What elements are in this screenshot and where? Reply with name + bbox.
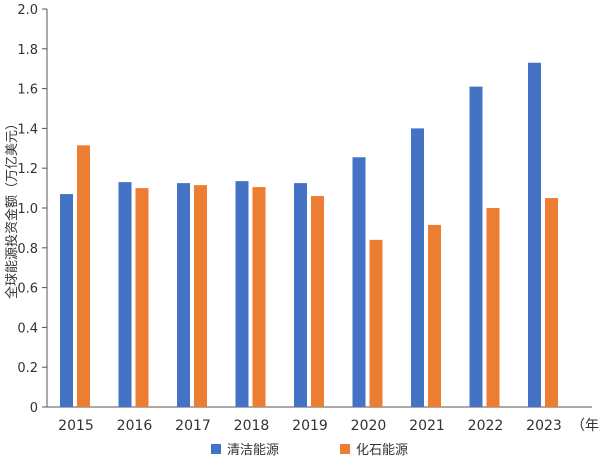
bar-clean-2016	[118, 182, 132, 407]
legend-label: 清洁能源	[227, 443, 279, 458]
y-tick-label: 1.8	[17, 43, 38, 58]
x-tick-label: 2020	[351, 418, 387, 434]
x-tick-label: 2018	[234, 418, 270, 434]
bar-clean-2022	[469, 86, 483, 408]
bar-fossil-2021	[428, 224, 441, 407]
bar-fossil-2023	[545, 198, 558, 407]
x-tick-label: 2023	[526, 418, 562, 434]
legend-label: 化石能源	[356, 443, 408, 458]
y-tick-label: 0.8	[17, 242, 38, 257]
y-tick-label: 1.2	[17, 162, 38, 177]
bar-clean-2020	[352, 157, 366, 407]
bar-clean-2021	[411, 128, 424, 407]
bar-clean-2017	[177, 183, 190, 407]
bar-fossil-2017	[194, 185, 207, 407]
legend-swatch	[211, 444, 221, 454]
y-axis-label: 全球能源投资金额（万亿美元）	[4, 117, 20, 299]
x-tick-label: 2022	[468, 418, 504, 434]
y-tick-label: 2.0	[17, 3, 38, 18]
y-tick-label: 1.6	[17, 83, 38, 98]
bar-clean-2023	[528, 62, 541, 407]
bar-fossil-2022	[486, 208, 500, 407]
y-tick-label: 0	[30, 401, 38, 416]
x-tick-label: 2016	[117, 418, 153, 434]
bar-fossil-2018	[252, 187, 266, 407]
y-tick-label: 0.4	[17, 321, 38, 336]
bar-clean-2015	[60, 194, 73, 407]
x-tick-label: 2021	[409, 418, 445, 434]
y-tick-label: 0.6	[17, 282, 38, 297]
x-tick-label: 2019	[292, 418, 328, 434]
bar-fossil-2020	[369, 239, 383, 407]
y-tick-label: 0.2	[17, 361, 38, 376]
bar-fossil-2015	[77, 145, 90, 407]
bar-clean-2018	[235, 181, 249, 407]
y-tick-label: 1.4	[17, 122, 38, 137]
bar-fossil-2016	[135, 188, 149, 407]
x-tick-label: 2015	[58, 418, 94, 434]
bar-fossil-2019	[311, 196, 324, 407]
x-axis-unit: （年）	[571, 418, 600, 434]
legend-swatch	[340, 444, 350, 454]
y-tick-label: 1.0	[17, 202, 38, 217]
bar-clean-2019	[294, 183, 307, 407]
x-tick-label: 2017	[175, 418, 211, 434]
